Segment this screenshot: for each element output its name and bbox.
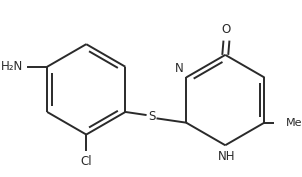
Text: NH: NH — [218, 150, 235, 163]
Text: N: N — [175, 62, 183, 75]
Text: Cl: Cl — [80, 155, 92, 168]
Text: H₂N: H₂N — [1, 60, 23, 73]
Text: S: S — [148, 110, 155, 123]
Text: O: O — [222, 23, 231, 36]
Text: Me: Me — [286, 118, 302, 128]
